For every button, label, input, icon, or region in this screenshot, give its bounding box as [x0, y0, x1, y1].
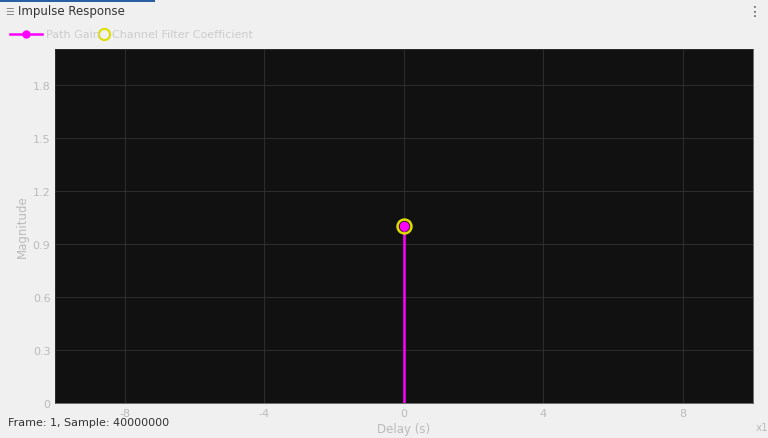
Bar [0, 0, 155, 3]
Bar [0, 0, 155, 22]
Text: Path Gain: Path Gain [46, 30, 100, 40]
Text: ⋮: ⋮ [748, 5, 762, 19]
Y-axis label: Magnitude: Magnitude [15, 195, 28, 258]
Text: Channel Filter Coefficient: Channel Filter Coefficient [112, 30, 253, 40]
Text: Frame: 1, Sample: 40000000: Frame: 1, Sample: 40000000 [8, 417, 169, 427]
Text: ☰: ☰ [5, 7, 14, 17]
X-axis label: Delay (s): Delay (s) [377, 422, 431, 435]
Text: x10⁻⁷: x10⁻⁷ [756, 422, 768, 432]
Text: Impulse Response: Impulse Response [18, 6, 125, 18]
